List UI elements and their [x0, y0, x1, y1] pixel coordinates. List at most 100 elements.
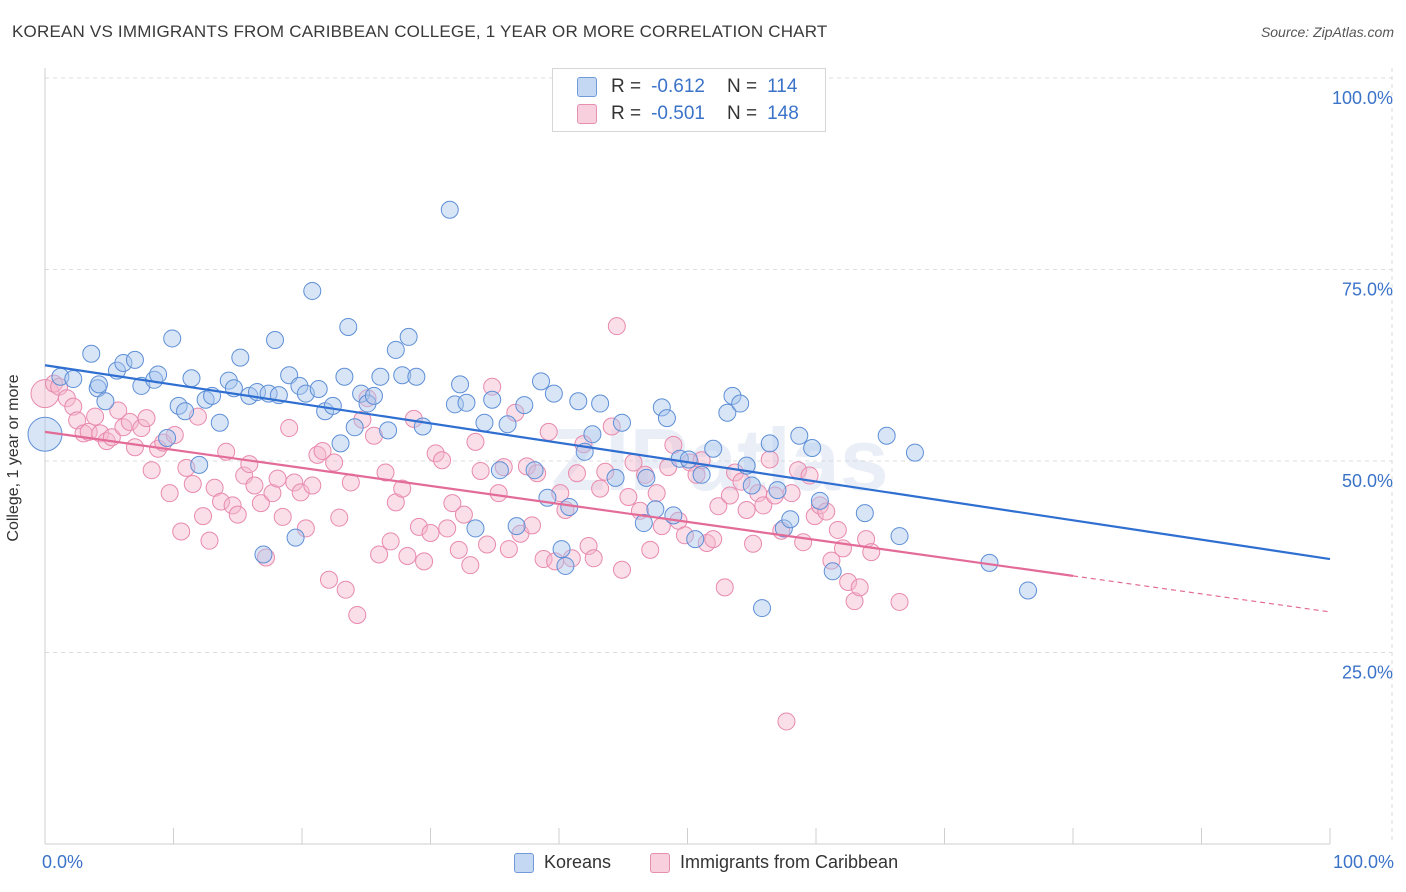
korean-point — [731, 394, 750, 413]
korean-trend-line — [44, 364, 1331, 561]
caribbean-point — [223, 496, 242, 515]
korean-point — [64, 370, 83, 389]
korean-point — [309, 379, 328, 398]
caribbean-point — [376, 463, 395, 482]
korean-legend-label: Koreans — [544, 852, 612, 872]
korean-point — [323, 396, 342, 415]
source-label: Source: ZipAtlas.com — [1260, 24, 1394, 40]
caribbean-point — [426, 444, 445, 463]
korean-point — [810, 491, 829, 510]
korean-swatch — [577, 77, 597, 97]
korean-point — [445, 395, 464, 414]
caribbean-point — [478, 535, 497, 554]
y-tick-label: 100.0% — [1332, 88, 1393, 108]
caribbean-point — [132, 419, 151, 438]
legend-korean: Koreans — [514, 852, 611, 873]
caribbean-point — [641, 540, 660, 559]
caribbean-point — [466, 432, 485, 451]
caribbean-point — [704, 530, 723, 549]
korean-point — [440, 200, 459, 219]
caribbean-point — [160, 484, 179, 503]
korean-point — [475, 413, 494, 432]
caribbean-point — [438, 519, 457, 538]
korean-point — [532, 372, 551, 391]
caribbean-point — [268, 469, 287, 488]
korean-point — [483, 390, 502, 409]
caribbean-point — [528, 464, 547, 483]
korean-point — [490, 461, 509, 480]
caribbean-trend-extension — [1072, 575, 1331, 613]
axes — [44, 68, 1331, 845]
korean-point — [386, 340, 405, 359]
caribbean-point — [212, 492, 231, 511]
korean-point — [742, 476, 761, 495]
korean-point — [686, 530, 705, 549]
caribbean-point — [619, 488, 638, 507]
caribbean-point — [567, 464, 586, 483]
tick-labels: 100.0% 75.0% 50.0% 25.0% — [1332, 88, 1393, 683]
korean-point — [399, 327, 418, 346]
korean-point — [905, 443, 924, 462]
korean-point — [498, 415, 517, 434]
caribbean-point — [125, 438, 144, 457]
korean-point — [335, 367, 354, 386]
legend-caribbean: Immigrants from Caribbean — [650, 852, 898, 873]
caribbean-point — [79, 422, 98, 441]
korean-point — [525, 461, 544, 480]
caribbean-point — [291, 483, 310, 502]
caribbean-point — [443, 494, 462, 513]
korean-point — [556, 556, 575, 575]
caribbean-point — [890, 592, 909, 611]
korean-point — [723, 386, 742, 405]
caribbean-point — [296, 519, 315, 538]
caribbean-point — [120, 412, 139, 431]
caribbean-swatch — [577, 104, 597, 124]
korean-point — [679, 450, 698, 469]
caribbean-point — [280, 419, 299, 438]
korean-point — [339, 317, 358, 336]
n-label: N = — [726, 103, 758, 124]
caribbean-point — [313, 442, 332, 461]
korean-point — [704, 439, 723, 458]
caribbean-point — [562, 549, 581, 568]
korean-point — [781, 510, 800, 529]
korean-point — [163, 329, 182, 348]
stats-legend: R = -0.612 N = 114 R = -0.501 N = 148 — [552, 68, 826, 132]
caribbean-point — [647, 484, 666, 503]
caribbean-point — [636, 465, 655, 484]
korean-point — [286, 528, 305, 547]
caribbean-point — [370, 545, 389, 564]
korean-point — [774, 519, 793, 538]
caribbean-point — [850, 578, 869, 597]
caribbean-point — [709, 497, 728, 516]
caribbean-point — [845, 592, 864, 611]
caribbean-point — [449, 540, 468, 559]
y-tick-label: 50.0% — [1342, 471, 1393, 491]
caribbean-point — [732, 472, 751, 491]
korean-point — [290, 376, 309, 395]
korean-point — [457, 393, 476, 412]
korean-point — [358, 394, 377, 413]
caribbean-points — [30, 317, 909, 731]
korean-point — [345, 418, 364, 437]
korean-point — [823, 562, 842, 581]
caribbean-point — [172, 522, 191, 541]
n-value: 148 — [767, 103, 799, 124]
korean-point — [379, 421, 398, 440]
caribbean-point — [319, 570, 338, 589]
korean-point — [125, 350, 144, 369]
caribbean-point — [200, 531, 219, 550]
korean-point — [760, 434, 779, 453]
caribbean-point — [602, 417, 621, 436]
caribbean-point — [109, 401, 128, 420]
caribbean-point — [336, 580, 355, 599]
caribbean-point — [257, 548, 276, 567]
caribbean-point — [137, 409, 156, 428]
caribbean-point — [142, 461, 161, 480]
caribbean-point — [240, 455, 259, 474]
caribbean-point — [245, 476, 264, 495]
caribbean-legend-swatch — [650, 852, 670, 873]
caribbean-point — [523, 516, 542, 535]
caribbean-point — [499, 540, 518, 559]
